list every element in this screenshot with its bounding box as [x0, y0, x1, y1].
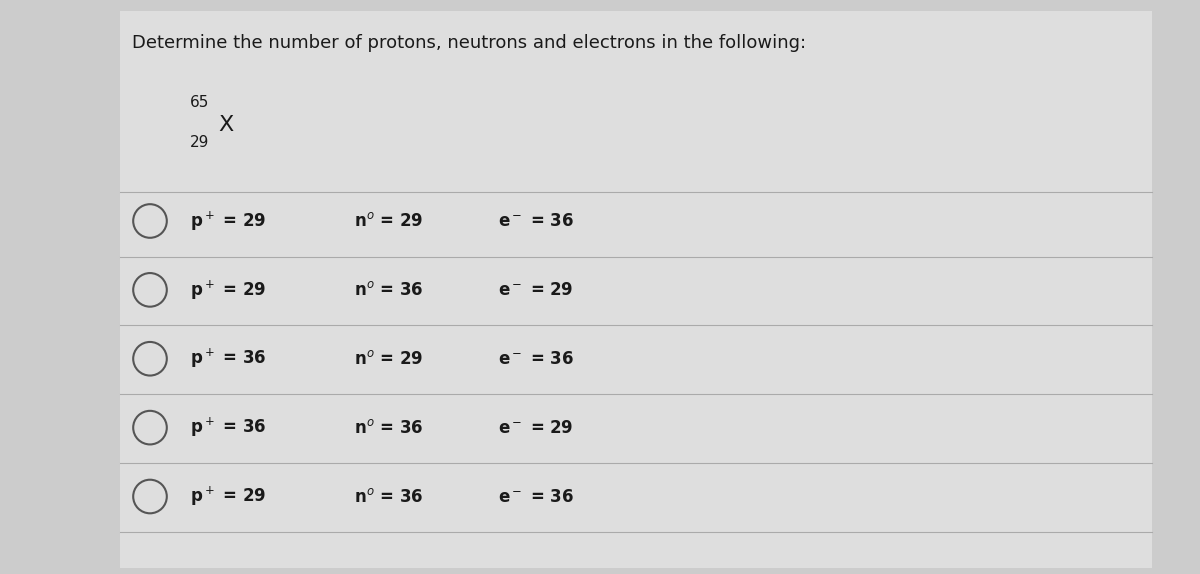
- Text: p$^+$ = 29: p$^+$ = 29: [190, 278, 265, 301]
- Text: e$^-$ = 36: e$^-$ = 36: [498, 487, 574, 506]
- Text: n$^o$ = 36: n$^o$ = 36: [354, 281, 424, 299]
- Text: 29: 29: [190, 135, 209, 150]
- Text: n$^o$ = 29: n$^o$ = 29: [354, 212, 422, 230]
- Text: p$^+$ = 36: p$^+$ = 36: [190, 416, 266, 439]
- Text: 65: 65: [190, 95, 209, 110]
- Text: e$^-$ = 36: e$^-$ = 36: [498, 212, 574, 230]
- Text: n$^o$ = 36: n$^o$ = 36: [354, 418, 424, 437]
- Text: p$^+$ = 36: p$^+$ = 36: [190, 347, 266, 370]
- FancyBboxPatch shape: [120, 11, 1152, 568]
- Text: e$^-$ = 29: e$^-$ = 29: [498, 418, 574, 437]
- Text: e$^-$ = 36: e$^-$ = 36: [498, 350, 574, 368]
- Text: Determine the number of protons, neutrons and electrons in the following:: Determine the number of protons, neutron…: [132, 34, 806, 52]
- Text: p$^+$ = 29: p$^+$ = 29: [190, 210, 265, 232]
- Text: X: X: [218, 115, 234, 135]
- Text: p$^+$ = 29: p$^+$ = 29: [190, 485, 265, 508]
- Text: n$^o$ = 29: n$^o$ = 29: [354, 350, 422, 368]
- Text: e$^-$ = 29: e$^-$ = 29: [498, 281, 574, 299]
- Text: n$^o$ = 36: n$^o$ = 36: [354, 487, 424, 506]
